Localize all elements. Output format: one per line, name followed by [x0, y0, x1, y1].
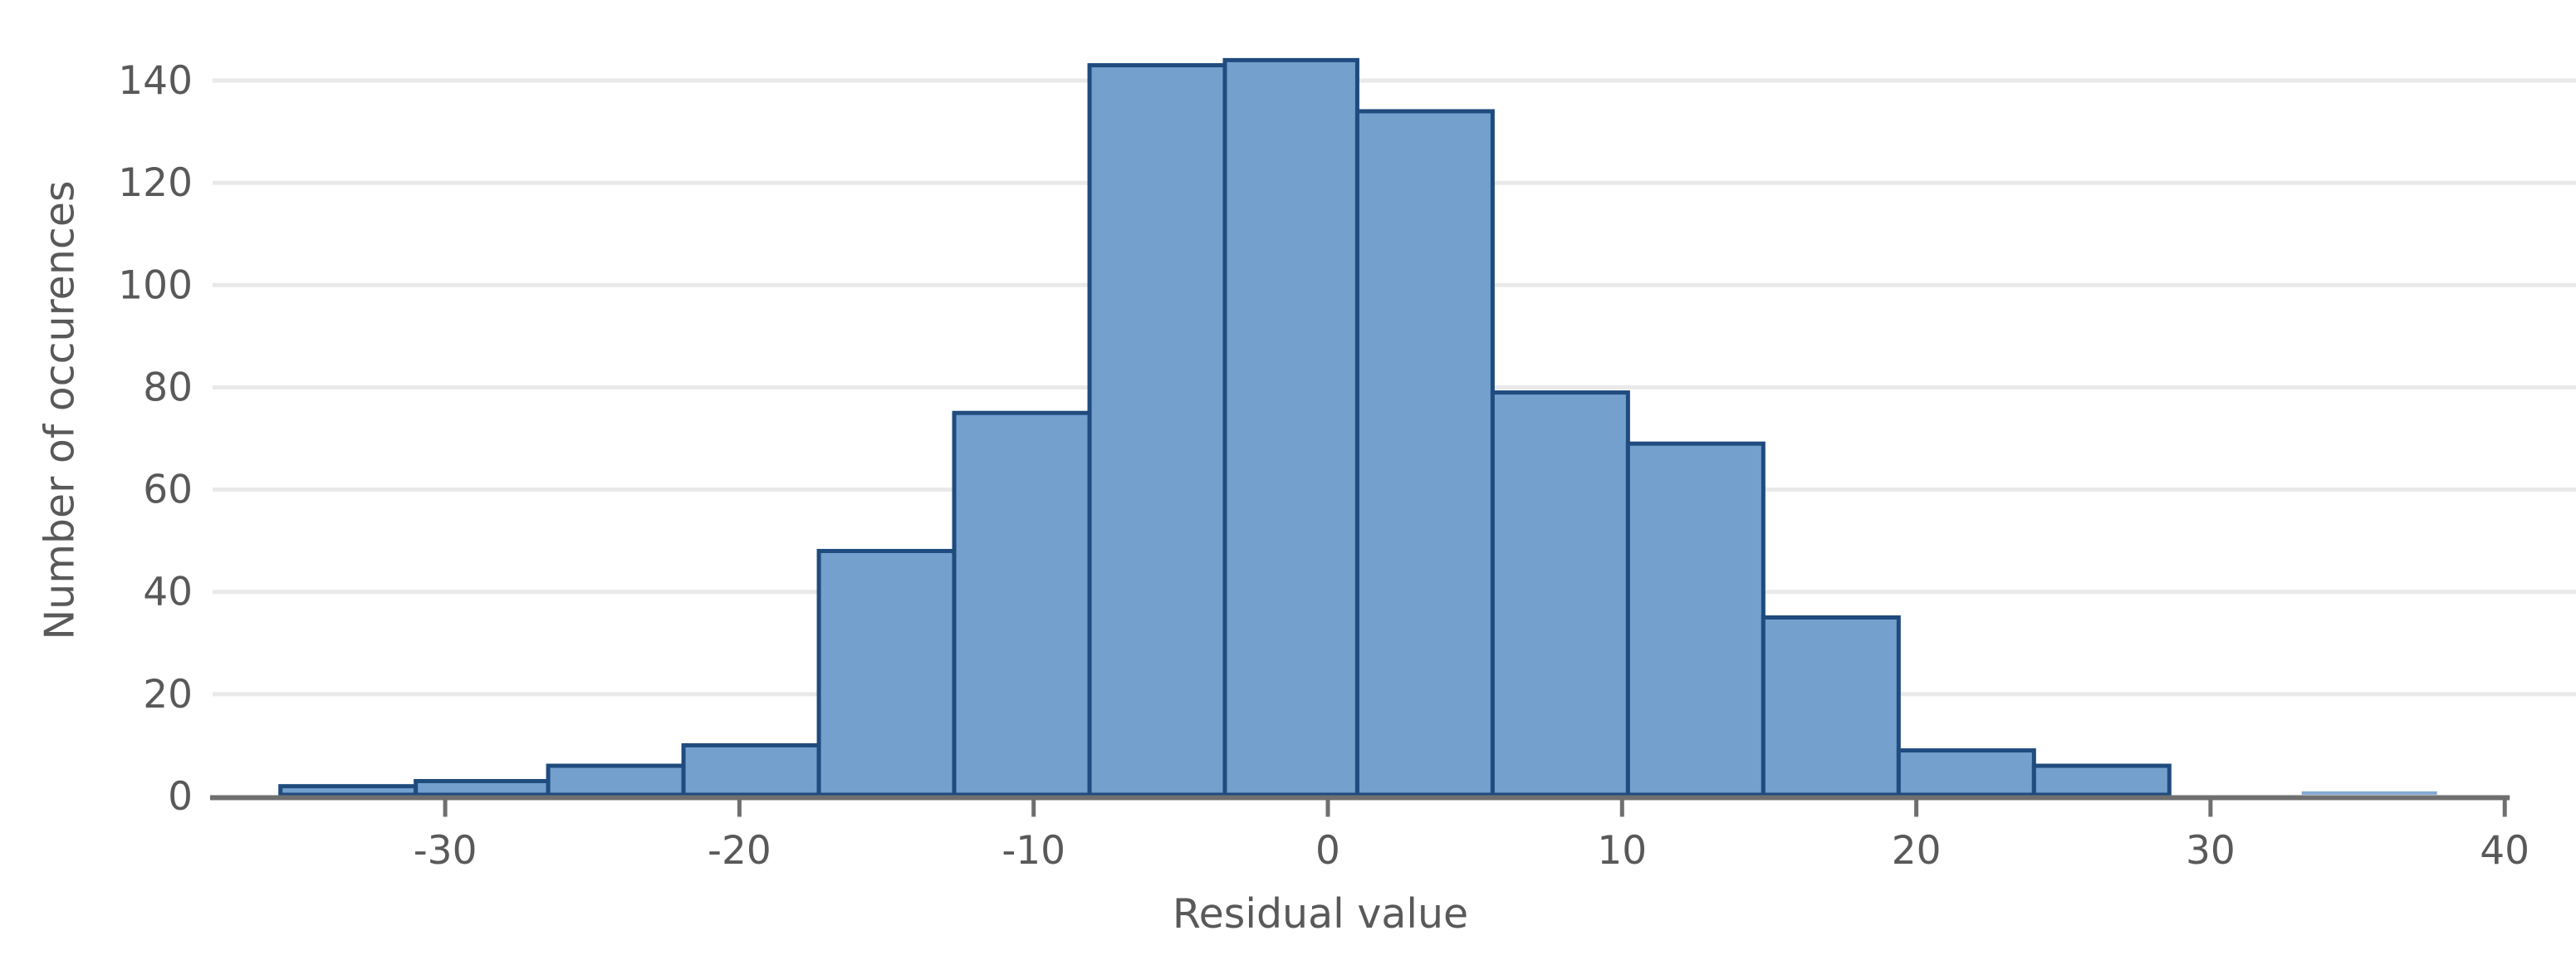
- x-tick-mark: [2208, 800, 2213, 817]
- y-tick-label: 40: [143, 570, 193, 615]
- x-axis-line: [210, 795, 2510, 801]
- histogram-bar: [952, 410, 1092, 797]
- histogram-bar: [1354, 109, 1495, 797]
- x-tick-mark: [2502, 800, 2507, 817]
- histogram-bar: [1625, 441, 1765, 797]
- histogram-bar: [816, 548, 957, 797]
- x-tick-label: -30: [414, 828, 477, 874]
- x-tick-mark: [737, 800, 742, 817]
- y-tick-label: 0: [168, 774, 193, 820]
- histogram-bar: [2301, 791, 2437, 795]
- gridline: [213, 78, 2576, 83]
- y-tick-label: 100: [118, 262, 193, 308]
- y-axis-title: Number of occurences: [36, 180, 84, 640]
- histogram-bar: [2031, 763, 2172, 797]
- x-tick-label: -20: [708, 828, 771, 874]
- x-tick-mark: [1914, 800, 1919, 817]
- histogram-bar: [1896, 748, 2036, 797]
- histogram-bar: [1490, 390, 1630, 797]
- x-tick-label: 10: [1597, 828, 1647, 874]
- x-tick-label: 40: [2480, 828, 2529, 874]
- y-tick-label: 20: [143, 672, 193, 718]
- histogram-bar: [278, 784, 419, 797]
- x-tick-label: 20: [1892, 828, 1942, 874]
- x-axis-title: Residual value: [1172, 890, 1469, 938]
- x-tick-mark: [1031, 800, 1036, 817]
- y-tick-label: 140: [118, 58, 193, 104]
- histogram-bar: [546, 763, 686, 797]
- x-tick-label: -10: [1002, 828, 1065, 874]
- x-tick-mark: [443, 800, 448, 817]
- y-tick-label: 80: [143, 365, 193, 410]
- y-tick-label: 60: [143, 468, 193, 513]
- y-tick-label: 120: [118, 160, 193, 206]
- x-tick-mark: [1325, 800, 1330, 817]
- histogram-bar: [414, 779, 551, 797]
- histogram-bar: [1761, 615, 1901, 797]
- x-tick-label: 0: [1315, 828, 1340, 874]
- histogram-bar: [681, 742, 821, 797]
- histogram-bar: [1222, 57, 1359, 797]
- histogram-bar: [1087, 63, 1227, 797]
- x-tick-mark: [1619, 800, 1624, 817]
- x-tick-label: 30: [2186, 828, 2236, 874]
